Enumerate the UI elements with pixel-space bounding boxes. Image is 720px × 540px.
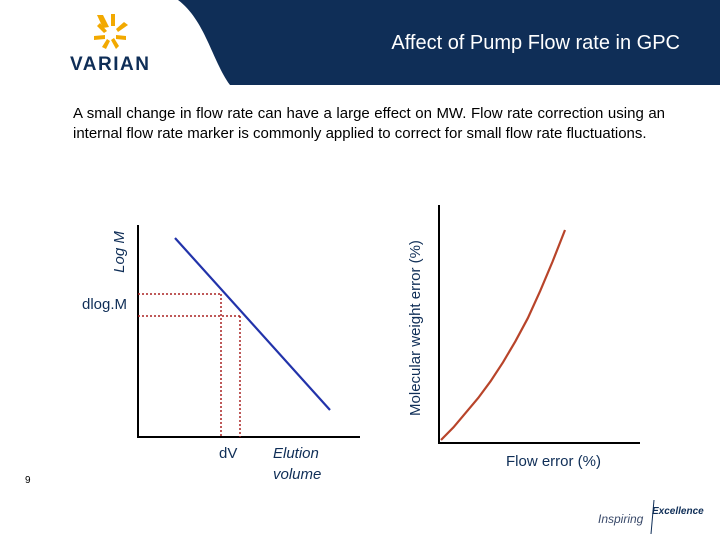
page-title: Affect of Pump Flow rate in GPC bbox=[391, 32, 680, 54]
right-xlabel: Flow error (%) bbox=[506, 453, 601, 470]
dlogm-label: dlog.M bbox=[82, 296, 127, 313]
left-ylabel: Log M bbox=[111, 231, 128, 273]
varian-logo: VARIAN bbox=[70, 12, 180, 77]
slide-header: VARIAN Affect of Pump Flow rate in GPC bbox=[0, 0, 720, 85]
right-ylabel: Molecular weight error (%) bbox=[407, 240, 424, 416]
logo-text: VARIAN bbox=[70, 54, 151, 75]
left-chart: Log M dlog.M dV Elution volume bbox=[82, 225, 360, 483]
left-xlabel-line2: volume bbox=[273, 466, 321, 483]
brand-left: Inspiring bbox=[598, 512, 644, 526]
header-band bbox=[178, 0, 720, 85]
inspiring-excellence-logo: Inspiring Excellence bbox=[598, 498, 713, 536]
brand-slash-icon bbox=[650, 499, 655, 535]
page-number: 9 bbox=[25, 475, 31, 486]
intro-paragraph: A small change in flow rate can have a l… bbox=[73, 105, 665, 142]
mw-error-curve bbox=[440, 229, 567, 441]
right-chart: Molecular weight error (%) Flow error (%… bbox=[407, 205, 640, 470]
left-xlabel-line1: Elution bbox=[273, 445, 319, 462]
varian-star-icon bbox=[94, 14, 128, 49]
logm-line bbox=[174, 237, 331, 411]
brand-right: Excellence bbox=[652, 506, 704, 517]
dv-label: dV bbox=[219, 445, 237, 462]
